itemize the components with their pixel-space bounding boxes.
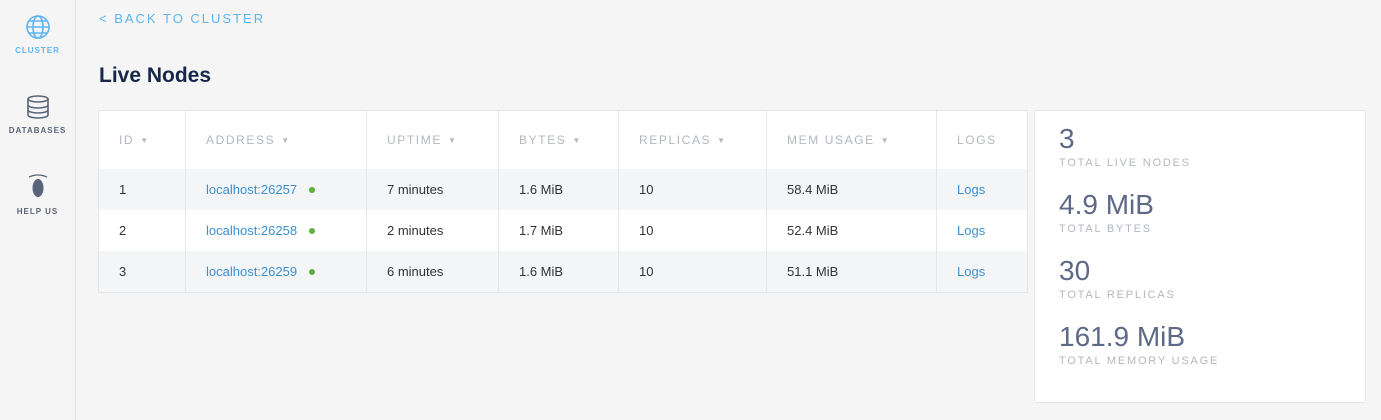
- table-row: 1 localhost:26257 7 minutes 1.6 MiB 10 58.4 M…: [99, 169, 1027, 210]
- page-title: Live Nodes: [99, 64, 212, 87]
- cell-value: 1.6 MiB: [519, 264, 564, 279]
- column-header-id[interactable]: ID ▼: [99, 111, 186, 169]
- stat-label: TOTAL BYTES: [1059, 223, 1152, 235]
- cell-value: 1.6 MiB: [519, 182, 564, 197]
- table-row: 3 localhost:26259 6 minutes 1.6 MiB 10 51.1 M…: [99, 251, 1027, 292]
- cell-logs: Logs: [937, 251, 1027, 292]
- column-header-address[interactable]: ADDRESS ▼: [186, 111, 367, 169]
- stat-value: 161.9 MiB: [1059, 321, 1186, 352]
- summary-stat: 161.9 MiB TOTAL MEMORY USAGE: [1059, 321, 1341, 387]
- table-row: 2 localhost:26258 2 minutes 1.7 MiB 10 52.4 M…: [99, 210, 1027, 251]
- cell-value: 2 minutes: [387, 223, 444, 238]
- summary-stat: 3 TOTAL LIVE NODES: [1059, 123, 1341, 189]
- cell-value: 1: [119, 182, 127, 197]
- stat-label: TOTAL MEMORY USAGE: [1059, 355, 1220, 367]
- cell-bytes: 1.7 MiB: [499, 210, 619, 251]
- column-header-replicas[interactable]: REPLICAS ▼: [619, 111, 767, 169]
- back-to-cluster-link[interactable]: < BACK TO CLUSTER: [99, 11, 266, 26]
- cell-replicas: 10: [619, 210, 767, 251]
- column-header-uptime[interactable]: UPTIME ▼: [367, 111, 499, 169]
- sort-arrow-icon: ▼: [880, 135, 891, 145]
- status-live-icon: [309, 186, 316, 193]
- summary-stat: 30 TOTAL REPLICAS: [1059, 255, 1341, 321]
- column-header-logs: LOGS: [957, 133, 997, 147]
- logs-link[interactable]: Logs: [957, 182, 986, 197]
- cell-value: 52.4 MiB: [787, 223, 839, 238]
- table-header: ID ▼ ADDRESS ▼ UPTIME ▼ BYTES ▼ REPLICAS ▼ ME…: [99, 111, 1027, 169]
- cell-uptime: 2 minutes: [367, 210, 499, 251]
- cell-bytes: 1.6 MiB: [499, 169, 619, 210]
- cell-value: 3: [119, 264, 127, 279]
- cell-uptime: 6 minutes: [367, 251, 499, 292]
- cell-mem: 58.4 MiB: [767, 169, 937, 210]
- sort-arrow-icon: ▼: [140, 135, 150, 145]
- cell-logs: Logs: [937, 169, 1027, 210]
- sidebar-item-label: DATABASES: [8, 126, 67, 135]
- nodes-table: ID ▼ ADDRESS ▼ UPTIME ▼ BYTES ▼ REPLICAS ▼ ME…: [98, 110, 1028, 293]
- stat-value: 30: [1059, 255, 1091, 286]
- logs-link[interactable]: Logs: [957, 264, 986, 279]
- sidebar: CLUSTER DATABASES HELP US: [0, 0, 76, 420]
- sidebar-item-help-us[interactable]: HELP US: [0, 173, 75, 216]
- cell-value: 10: [639, 223, 654, 238]
- node-address-link[interactable]: localhost:26257: [206, 182, 298, 197]
- stat-value: 3: [1059, 123, 1075, 154]
- sort-arrow-icon: ▼: [281, 135, 291, 145]
- globe-icon: [25, 15, 50, 39]
- cell-value: 6 minutes: [387, 264, 444, 279]
- stat-label: TOTAL LIVE NODES: [1059, 157, 1191, 169]
- cell-value: 2: [119, 223, 127, 238]
- stat-value: 4.9 MiB: [1059, 189, 1154, 220]
- cell-logs: Logs: [937, 210, 1027, 251]
- sidebar-item-label: CLUSTER: [15, 46, 60, 55]
- node-address-link[interactable]: localhost:26259: [206, 264, 298, 279]
- status-live-icon: [309, 268, 316, 275]
- database-icon: [26, 95, 49, 119]
- cell-address: localhost:26257: [186, 169, 367, 210]
- cell-value: 1.7 MiB: [519, 223, 564, 238]
- sidebar-item-cluster[interactable]: CLUSTER: [0, 14, 75, 55]
- sidebar-item-label: HELP US: [16, 207, 59, 216]
- sidebar-item-databases[interactable]: DATABASES: [0, 94, 75, 135]
- logs-link[interactable]: Logs: [957, 223, 986, 238]
- cell-value: 10: [639, 182, 654, 197]
- cell-id: 1: [99, 169, 186, 210]
- column-header-mem-usage[interactable]: MEM USAGE ▼: [767, 111, 937, 169]
- sort-arrow-icon: ▼: [447, 135, 458, 145]
- cell-value: 10: [639, 264, 654, 279]
- cell-value: 58.4 MiB: [787, 182, 839, 197]
- status-live-icon: [309, 227, 316, 234]
- cell-address: localhost:26258: [186, 210, 367, 251]
- cell-id: 2: [99, 210, 186, 251]
- cell-bytes: 1.6 MiB: [499, 251, 619, 292]
- sort-arrow-icon: ▼: [717, 135, 727, 145]
- cell-replicas: 10: [619, 169, 767, 210]
- cell-address: localhost:26259: [186, 251, 367, 292]
- sort-arrow-icon: ▼: [572, 135, 582, 145]
- column-header-bytes[interactable]: BYTES ▼: [499, 111, 619, 169]
- cell-replicas: 10: [619, 251, 767, 292]
- cell-uptime: 7 minutes: [367, 169, 499, 210]
- cell-id: 3: [99, 251, 186, 292]
- cell-value: 7 minutes: [387, 182, 444, 197]
- cockroach-icon: [28, 174, 47, 197]
- summary-stat: 4.9 MiB TOTAL BYTES: [1059, 189, 1341, 255]
- summary-panel: 3 TOTAL LIVE NODES 4.9 MiB TOTAL BYTES 30 TOT…: [1034, 110, 1366, 403]
- cell-mem: 52.4 MiB: [767, 210, 937, 251]
- cell-mem: 51.1 MiB: [767, 251, 937, 292]
- stat-label: TOTAL REPLICAS: [1059, 289, 1176, 301]
- cell-value: 51.1 MiB: [787, 264, 839, 279]
- node-address-link[interactable]: localhost:26258: [206, 223, 298, 238]
